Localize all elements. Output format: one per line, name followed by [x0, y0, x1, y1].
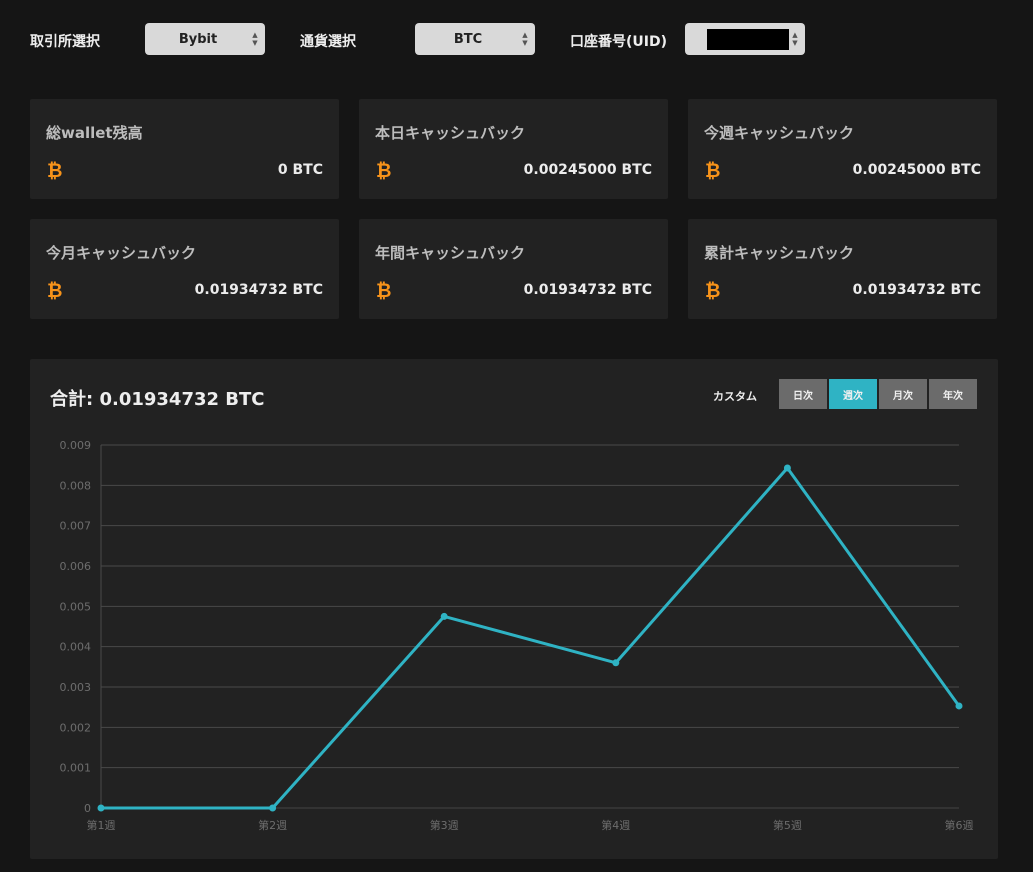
- card-cumulative-cashback: 累計キャッシュバック ₿ 0.01934732 BTC: [688, 219, 997, 319]
- uid-select[interactable]: ▲ ▼: [685, 23, 805, 55]
- card-value: 0 BTC: [277, 162, 323, 178]
- svg-text:₿: ₿: [705, 160, 720, 181]
- card-value: 0.00245000 BTC: [852, 162, 981, 178]
- data-point: [97, 804, 105, 812]
- svg-text:₿: ₿: [47, 160, 62, 181]
- chart-total: 合計: 0.01934732 BTC: [50, 389, 265, 410]
- card-value: 0.01934732 BTC: [852, 282, 981, 298]
- period-yearly-button[interactable]: 年次: [929, 379, 977, 409]
- period-monthly-button[interactable]: 月次: [879, 379, 927, 409]
- bitcoin-icon: ₿: [376, 280, 391, 301]
- x-tick-label: 第5週: [773, 818, 802, 832]
- bitcoin-icon: ₿: [705, 160, 720, 181]
- select-arrows-icon: ▲ ▼: [792, 31, 798, 47]
- card-total-wallet: 総wallet残高 ₿ 0 BTC: [30, 99, 339, 199]
- svg-text:₿: ₿: [47, 280, 62, 301]
- series-line: [101, 466, 961, 810]
- chart-panel: 合計: 0.01934732 BTC カスタム 日次 週次 月次 年次 0 0.0…: [30, 359, 998, 859]
- card-month-cashback: 今月キャッシュバック ₿ 0.01934732 BTC: [30, 219, 339, 319]
- exchange-select-label: 取引所選択: [30, 34, 100, 50]
- card-year-cashback: 年間キャッシュバック ₿ 0.01934732 BTC: [359, 219, 668, 319]
- svg-text:₿: ₿: [376, 160, 391, 181]
- y-tick-label: 0.004: [60, 641, 92, 654]
- card-today-cashback: 本日キャッシュバック ₿ 0.00245000 BTC: [359, 99, 668, 199]
- card-value: 0.01934732 BTC: [523, 282, 652, 298]
- x-tick-label: 第1週: [87, 818, 116, 832]
- currency-select-label: 通貨選択: [300, 34, 356, 50]
- card-value: 0.00245000 BTC: [523, 162, 652, 178]
- y-tick-label: 0: [84, 802, 91, 815]
- bitcoin-icon: ₿: [376, 160, 391, 181]
- period-daily-button[interactable]: 日次: [779, 379, 827, 409]
- data-point: [783, 464, 791, 472]
- line-chart: 0 0.001 0.002 0.003 0.004 0.005 0.006 0.007 0.00…: [60, 439, 974, 832]
- x-tick-label: 第3週: [430, 818, 459, 832]
- bitcoin-icon: ₿: [47, 280, 62, 301]
- y-tick-label: 0.003: [60, 681, 92, 694]
- data-point: [612, 659, 620, 667]
- data-point: [955, 702, 963, 710]
- y-tick-label: 0.002: [60, 721, 92, 734]
- selector-bar: 取引所選択 Bybit ▲ ▼ 通貨選択 BTC ▲ ▼ 口座番号(UID) ▲ ▼: [0, 0, 1033, 80]
- x-tick-label: 第6週: [945, 818, 974, 832]
- currency-select[interactable]: BTC ▲ ▼: [415, 23, 535, 55]
- card-title: 今月キャッシュバック: [46, 244, 197, 262]
- custom-range-label[interactable]: カスタム: [713, 390, 757, 403]
- y-tick-label: 0.006: [60, 560, 92, 573]
- currency-select-value: BTC: [453, 31, 483, 47]
- bitcoin-icon: ₿: [705, 280, 720, 301]
- card-title: 累計キャッシュバック: [704, 244, 855, 262]
- data-point: [269, 804, 277, 812]
- data-point: [440, 612, 448, 620]
- card-title: 本日キャッシュバック: [375, 124, 526, 142]
- period-weekly-button[interactable]: 週次: [829, 379, 877, 409]
- exchange-select-value: Bybit: [178, 31, 218, 47]
- y-tick-label: 0.007: [60, 520, 92, 533]
- bitcoin-icon: ₿: [47, 160, 62, 181]
- select-arrows-icon: ▲ ▼: [522, 31, 528, 47]
- exchange-select[interactable]: Bybit ▲ ▼: [145, 23, 265, 55]
- y-tick-label: 0.009: [60, 439, 92, 452]
- select-arrows-icon: ▲ ▼: [252, 31, 258, 47]
- card-title: 今週キャッシュバック: [704, 124, 855, 142]
- y-tick-label: 0.005: [60, 600, 92, 613]
- card-week-cashback: 今週キャッシュバック ₿ 0.00245000 BTC: [688, 99, 997, 199]
- card-title: 総wallet残高: [46, 124, 143, 142]
- card-value: 0.01934732 BTC: [194, 282, 323, 298]
- svg-text:₿: ₿: [376, 280, 391, 301]
- uid-select-label: 口座番号(UID): [570, 34, 667, 50]
- card-title: 年間キャッシュバック: [375, 244, 526, 262]
- svg-text:₿: ₿: [705, 280, 720, 301]
- y-tick-label: 0.008: [60, 479, 92, 492]
- x-tick-label: 第2週: [258, 818, 287, 832]
- y-tick-label: 0.001: [60, 762, 92, 775]
- x-tick-label: 第4週: [601, 818, 630, 832]
- uid-redaction-mask: [707, 29, 789, 50]
